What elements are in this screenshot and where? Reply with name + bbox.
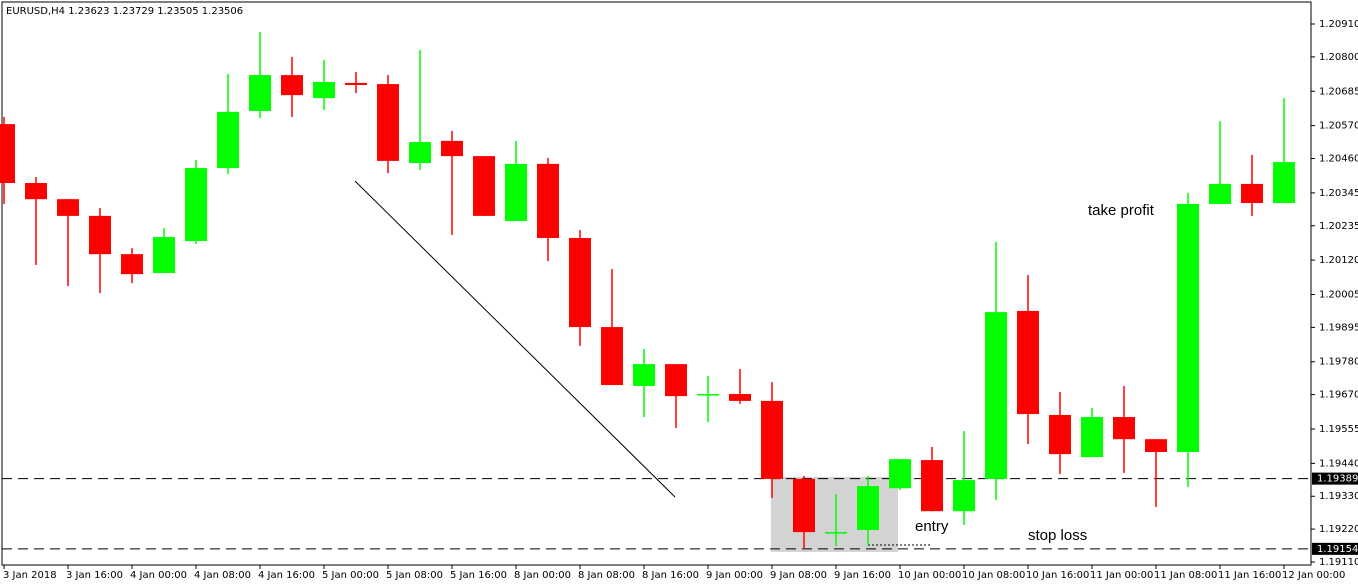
- candle-body: [217, 111, 239, 169]
- candle-body: [729, 394, 751, 401]
- candle-body: [569, 238, 591, 328]
- candle-body: [1049, 414, 1071, 455]
- candle-body: [281, 75, 303, 96]
- candle-body: [921, 460, 943, 512]
- x-tick-label: 10 Jan 08:00: [962, 570, 1025, 581]
- x-tick-label: 10 Jan 00:00: [898, 570, 961, 581]
- y-tick-label: 1.20235: [1319, 221, 1358, 232]
- x-tick-label: 9 Jan 00:00: [706, 570, 763, 581]
- chart-title: EURUSD,H4 1.23623 1.23729 1.23505 1.2350…: [6, 6, 243, 17]
- candle-body: [409, 142, 431, 163]
- x-tick-label: 5 Jan 00:00: [322, 570, 379, 581]
- candle-body: [601, 327, 623, 386]
- candle-body: [89, 215, 111, 255]
- candle-body: [1113, 417, 1135, 440]
- y-tick-label: 1.19670: [1319, 390, 1358, 401]
- candle-body: [377, 84, 399, 161]
- candle-body: [0, 124, 15, 184]
- x-tick-label: 4 Jan 08:00: [194, 570, 251, 581]
- candle-body: [889, 459, 911, 489]
- candle-body: [1177, 203, 1199, 453]
- y-tick-label: 1.20005: [1319, 289, 1358, 300]
- candle-body: [313, 81, 335, 99]
- candle-body: [121, 254, 143, 275]
- x-tick-label: 11 Jan 16:00: [1218, 570, 1281, 581]
- candle-body: [697, 394, 719, 396]
- candle-body: [633, 364, 655, 386]
- y-tick-label: 1.20800: [1319, 52, 1358, 63]
- candle-body: [473, 156, 495, 216]
- candle-body: [1017, 310, 1039, 415]
- x-tick-label: 8 Jan 00:00: [514, 570, 571, 581]
- x-tick-label: 9 Jan 08:00: [770, 570, 827, 581]
- y-tick-label: 1.19440: [1319, 458, 1358, 469]
- x-tick-label: 4 Jan 00:00: [130, 570, 187, 581]
- y-tick-label: 1.19330: [1319, 491, 1358, 502]
- x-tick-label: 5 Jan 16:00: [450, 570, 507, 581]
- level-label: 1.19154: [1317, 544, 1358, 555]
- candle-body: [249, 75, 271, 111]
- y-tick-label: 1.19555: [1319, 424, 1358, 435]
- annotation: take profit: [1088, 202, 1155, 219]
- candle-body: [793, 478, 815, 533]
- y-tick-label: 1.20120: [1319, 255, 1358, 266]
- y-tick-label: 1.20910: [1319, 19, 1358, 30]
- candle-body: [1209, 183, 1231, 204]
- x-tick-label: 8 Jan 16:00: [642, 570, 699, 581]
- level-label: 1.19389: [1317, 474, 1358, 485]
- trend-line: [354, 180, 676, 498]
- candle-body: [185, 168, 207, 241]
- y-tick-label: 1.19220: [1319, 524, 1358, 535]
- x-tick-label: 11 Jan 08:00: [1154, 570, 1217, 581]
- x-tick-label: 9 Jan 16:00: [834, 570, 891, 581]
- x-tick-label: 5 Jan 08:00: [386, 570, 443, 581]
- candle-body: [1273, 162, 1295, 204]
- x-tick-label: 12 Jan 00:00: [1282, 570, 1345, 581]
- plot-frame: [1, 1, 1312, 566]
- x-tick-label: 4 Jan 16:00: [258, 570, 315, 581]
- candle-body: [1145, 439, 1167, 453]
- y-tick-label: 1.20460: [1319, 154, 1358, 165]
- candle-body: [537, 163, 559, 239]
- level-label-box: [1312, 542, 1358, 555]
- y-tick-label: 1.19895: [1319, 322, 1358, 333]
- candle-body: [441, 140, 463, 157]
- x-tick-label: 3 Jan 16:00: [66, 570, 123, 581]
- candle-body: [505, 163, 527, 221]
- candle-body: [1241, 183, 1263, 204]
- candle-body: [1081, 417, 1103, 458]
- candle-body: [985, 312, 1007, 479]
- x-tick-label: 3 Jan 2018: [3, 570, 57, 581]
- candle-body: [761, 400, 783, 479]
- candle-body: [25, 183, 47, 200]
- candle-body: [665, 364, 687, 397]
- x-tick-label: 11 Jan 00:00: [1090, 570, 1153, 581]
- annotation: stop loss: [1028, 527, 1087, 544]
- y-tick-label: 1.19780: [1319, 357, 1358, 368]
- candle-body: [953, 480, 975, 512]
- y-tick-label: 1.20570: [1319, 121, 1358, 132]
- y-tick-label: 1.20685: [1319, 86, 1358, 97]
- annotation: entry: [915, 518, 949, 535]
- x-tick-label: 8 Jan 08:00: [578, 570, 635, 581]
- candle-body: [825, 532, 847, 534]
- candle-body: [857, 486, 879, 531]
- y-tick-label: 1.19110: [1319, 557, 1358, 568]
- candle-body: [57, 199, 79, 216]
- candle-body: [345, 82, 367, 85]
- level-label-box: [1312, 472, 1358, 485]
- y-tick-label: 1.20345: [1319, 188, 1358, 199]
- candle-body: [153, 237, 175, 273]
- x-tick-label: 10 Jan 16:00: [1026, 570, 1089, 581]
